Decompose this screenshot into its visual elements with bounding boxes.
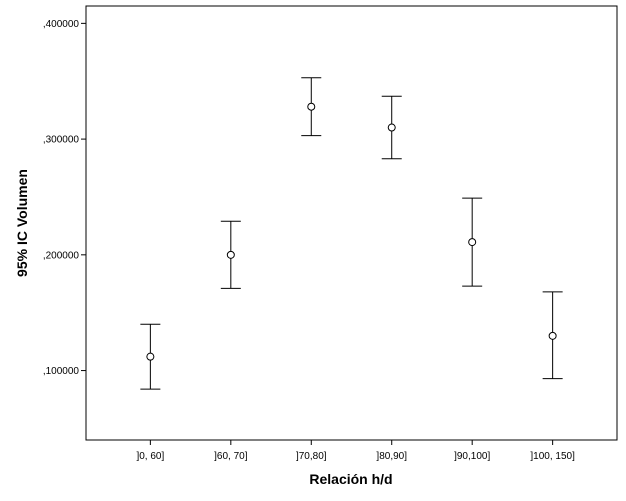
error-bars xyxy=(140,77,563,390)
x-tick-label: ]70,80] xyxy=(296,451,327,462)
x-tick-label: ]90,100] xyxy=(454,451,490,462)
x-tick-label: ]80,90] xyxy=(376,451,407,462)
mean-point xyxy=(307,102,316,111)
x-tick-label: ]60, 70] xyxy=(214,451,248,462)
y-axis-title: 95% IC Volumen xyxy=(14,169,30,277)
x-axis: ]0, 60] ]60, 70] ]70,80] ]80,90] ]90,100] ]10… xyxy=(136,440,575,462)
mean-point xyxy=(387,123,396,132)
x-tick-label: ]100, 150] xyxy=(530,451,575,462)
y-tick-label: ,300000 xyxy=(43,135,80,146)
x-tick-label: ]0, 60] xyxy=(136,451,164,462)
y-axis: ,100000 ,200000 ,300000 ,400000 xyxy=(43,19,86,377)
y-tick-label: ,400000 xyxy=(43,19,80,30)
x-axis-title: Relación h/d xyxy=(309,471,392,487)
mean-point xyxy=(548,331,557,340)
mean-point xyxy=(146,352,155,361)
y-tick-label: ,100000 xyxy=(43,366,80,377)
mean-point xyxy=(226,250,235,259)
plot-frame xyxy=(85,5,618,441)
y-tick-label: ,200000 xyxy=(43,250,80,261)
mean-point xyxy=(468,238,477,247)
